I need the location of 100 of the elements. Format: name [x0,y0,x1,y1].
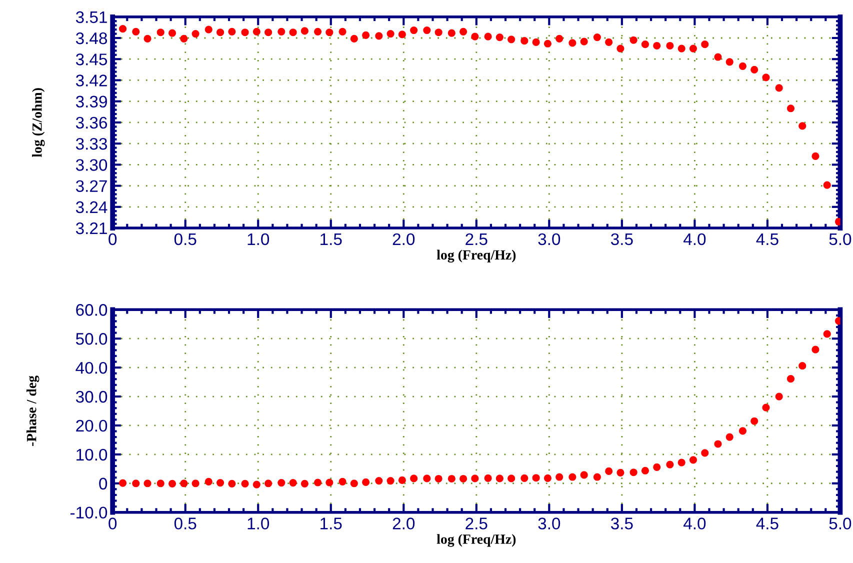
point [630,468,638,476]
point [556,473,564,481]
point [204,478,212,486]
point [750,66,758,74]
y-tick-label: 3.39 [76,96,107,108]
point [423,474,431,482]
point [678,44,686,52]
point [689,44,698,52]
x-tick-label: 5.0 [829,233,852,246]
y-tick-label: 3.36 [76,116,108,129]
point [386,476,394,485]
point [496,34,504,42]
point [350,480,358,488]
x-tick-label: 0 [108,233,117,246]
point [278,478,286,487]
y-tick-label: 3.48 [76,32,108,44]
y-tick-label: 3.51 [76,11,107,24]
point [714,53,722,61]
point [593,34,601,42]
point [689,456,698,464]
point [641,466,650,474]
point [775,84,783,92]
point [156,28,164,36]
point [118,25,127,33]
point [823,330,831,338]
point [448,29,456,37]
point [156,480,164,488]
point [241,480,249,488]
point [484,474,492,482]
point [180,34,188,43]
point [532,38,540,46]
x-tick-label: 5.0 [829,518,852,530]
point [544,40,552,48]
point [252,28,260,36]
y-tick-label: 3.27 [76,180,107,192]
point [508,36,516,44]
x-tick-label: 3.0 [538,518,560,530]
point [338,28,346,36]
point [398,30,406,38]
y-tick-label: -10.0 [70,506,108,519]
y-tick-label: 3.33 [76,138,108,150]
x-tick-label: 4.5 [756,233,778,246]
point [180,480,188,488]
point [568,39,576,47]
point [362,478,370,486]
point [786,375,795,383]
y-tick-label: 20.0 [76,420,108,432]
point [350,34,358,43]
point [508,474,516,482]
point [580,38,588,46]
point [568,473,576,481]
point [678,458,686,466]
point [616,44,624,52]
point [666,42,674,50]
x-tick-label: 1.5 [320,518,342,530]
y-tick-label: 40.0 [76,362,108,374]
point [775,392,783,400]
point [410,26,418,34]
point [812,152,820,160]
x-tick-label: 1.5 [320,233,342,246]
point [532,474,540,482]
point [192,480,200,488]
y-tick-label: 3.30 [76,159,108,171]
point [738,427,747,435]
point [605,467,613,476]
point [726,433,734,441]
point [701,449,709,457]
point [300,480,308,488]
point [300,27,308,35]
point [434,474,442,483]
point [471,474,479,482]
point [264,480,272,488]
point [580,471,588,479]
point [520,474,528,482]
point [289,478,297,487]
x-tick-label: 1.0 [248,233,270,246]
point [738,62,747,70]
x-tick-label: 3.5 [610,233,633,246]
y-tick-label: 50.0 [76,333,108,345]
y-tick-label: 30.0 [76,390,108,403]
point [118,479,127,487]
point [812,346,820,354]
point [338,478,346,486]
point [289,28,297,36]
point [132,28,140,36]
point [228,28,236,36]
y-tick-label: 3.45 [76,54,108,66]
point [241,28,249,36]
point [605,38,613,46]
point [144,34,152,43]
x-tick-label: 0.5 [174,233,196,246]
point [326,478,334,486]
point [448,474,456,483]
y-axis-title: log (Z/ohm) [32,88,45,158]
point [544,474,552,482]
point [484,32,492,40]
point [252,480,260,488]
point [823,181,831,189]
point [714,440,722,448]
point [593,473,601,481]
